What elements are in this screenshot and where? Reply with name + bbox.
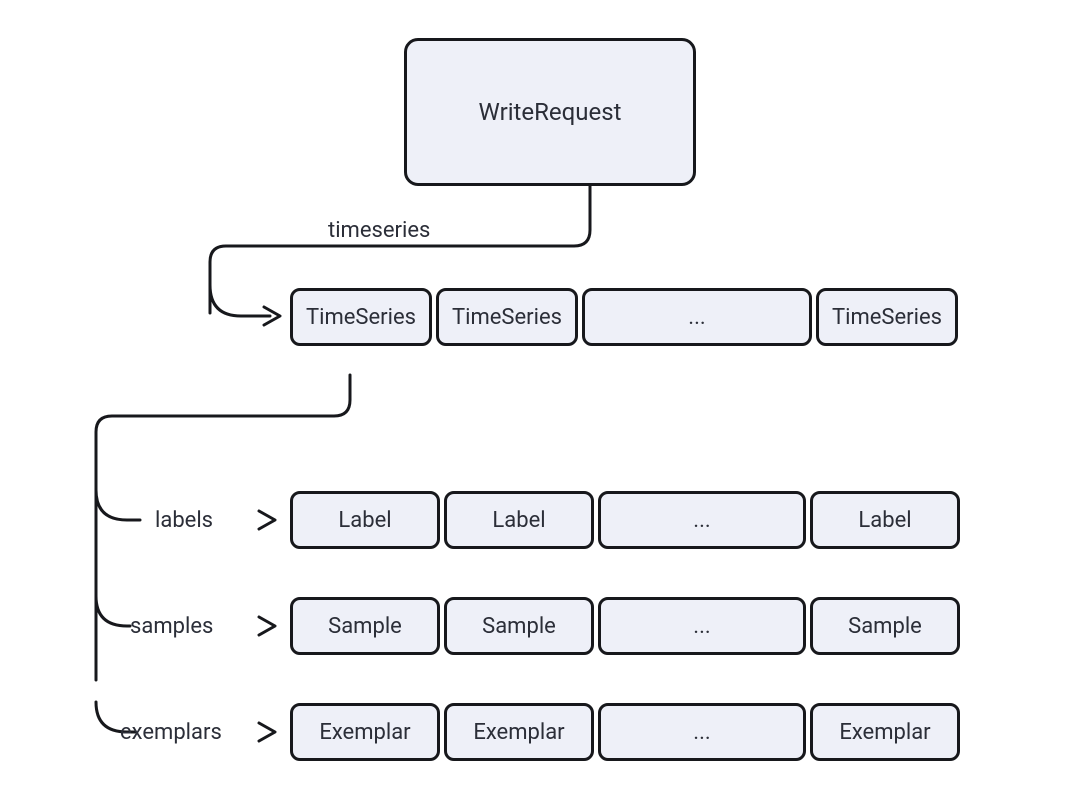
- edge-label-e-timeseries: timeseries: [328, 218, 430, 243]
- write-request-label: WriteRequest: [479, 98, 622, 126]
- row-exemplars-cell: ...: [598, 703, 806, 761]
- row-labels-cell-label: Label: [858, 508, 911, 533]
- edge-label-text: timeseries: [328, 218, 430, 243]
- row-samples-cell-label: Sample: [482, 614, 556, 639]
- row-timeseries-cell: TimeSeries: [290, 288, 432, 346]
- edge-label-e-exemplars: exemplars: [120, 720, 222, 745]
- edge-label-e-samples: samples: [130, 614, 213, 639]
- arrowhead-e-timeseries: [264, 307, 280, 325]
- row-labels-cell: ...: [598, 491, 806, 549]
- arrowhead-e-exemplars: [259, 723, 275, 741]
- edge-label-e-labels: labels: [155, 508, 213, 533]
- row-timeseries-cell-label: TimeSeries: [306, 305, 416, 330]
- write-request-node: WriteRequest: [404, 38, 696, 186]
- edge-label-text: samples: [130, 614, 213, 639]
- row-exemplars-cell-label: Exemplar: [473, 720, 564, 745]
- row-exemplars-cell-label: Exemplar: [839, 720, 930, 745]
- row-timeseries-cell-label: ...: [688, 305, 705, 330]
- connector-branch-e-samples: [96, 596, 130, 626]
- row-labels-cell-label: Label: [492, 508, 545, 533]
- row-exemplars-cell-label: Exemplar: [319, 720, 410, 745]
- diagram-stage: WriteRequest TimeSeries TimeSeries... Time…: [0, 0, 1080, 801]
- edge-label-text: exemplars: [120, 720, 222, 745]
- row-samples-cell-label: Sample: [848, 614, 922, 639]
- row-exemplars-cell: Exemplar: [444, 703, 594, 761]
- row-exemplars-cell: Exemplar: [810, 703, 960, 761]
- row-exemplars-cell-label: ...: [693, 720, 710, 745]
- connector-paths-group: [96, 186, 590, 741]
- row-labels-cell-label: ...: [693, 508, 710, 533]
- connector-branch-e-timeseries: [210, 285, 270, 316]
- arrowhead-e-samples: [259, 617, 275, 635]
- edge-label-text: labels: [155, 508, 213, 533]
- row-samples-cell: Sample: [290, 597, 440, 655]
- row-samples-cell: Sample: [810, 597, 960, 655]
- arrowhead-e-labels: [259, 511, 275, 529]
- row-labels-cell-label: Label: [338, 508, 391, 533]
- row-labels-cell: Label: [810, 491, 960, 549]
- row-exemplars-cell: Exemplar: [290, 703, 440, 761]
- row-samples-cell-label: ...: [693, 614, 710, 639]
- row-labels-cell: Label: [290, 491, 440, 549]
- row-samples-cell: ...: [598, 597, 806, 655]
- row-timeseries-cell: TimeSeries: [436, 288, 578, 346]
- connector-branch-e-labels: [96, 490, 140, 520]
- row-timeseries-cell: ...: [582, 288, 812, 346]
- row-samples-cell: Sample: [444, 597, 594, 655]
- row-timeseries-cell-label: TimeSeries: [832, 305, 942, 330]
- row-timeseries-cell: TimeSeries: [816, 288, 958, 346]
- row-timeseries-cell-label: TimeSeries: [452, 305, 562, 330]
- row-labels-cell: Label: [444, 491, 594, 549]
- row-samples-cell-label: Sample: [328, 614, 402, 639]
